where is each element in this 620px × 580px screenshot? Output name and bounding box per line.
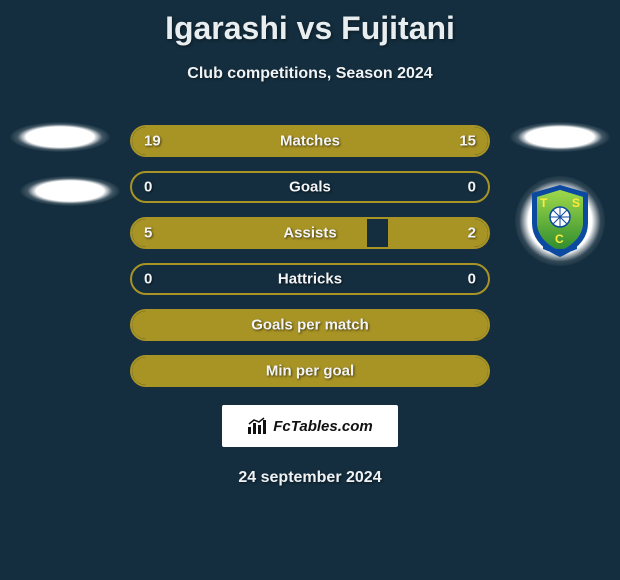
stat-row-goals: 0 Goals 0	[130, 171, 490, 203]
stat-value-right: 0	[468, 179, 476, 196]
stat-label: Min per goal	[132, 363, 488, 380]
page-title: Igarashi vs Fujitani	[0, 0, 620, 47]
stat-row-hattricks: 0 Hattricks 0	[130, 263, 490, 295]
tochigi-sc-crest-icon: T S C	[527, 183, 593, 259]
stat-row-min-per-goal: Min per goal	[130, 355, 490, 387]
svg-text:C: C	[555, 232, 564, 246]
player2-team1-badge-slot	[510, 122, 610, 152]
fctables-branding-link[interactable]: FcTables.com	[222, 405, 398, 447]
date-text: 24 september 2024	[0, 469, 620, 487]
stat-label: Goals per match	[132, 317, 488, 334]
svg-text:T: T	[540, 196, 548, 210]
stat-row-matches: 19 Matches 15	[130, 125, 490, 157]
branding-text: FcTables.com	[273, 418, 372, 435]
player1-team2-badge-slot	[20, 176, 120, 206]
stat-label: Hattricks	[132, 271, 488, 288]
svg-text:S: S	[572, 196, 580, 210]
stat-label: Matches	[132, 133, 488, 150]
stat-value-right: 2	[468, 225, 476, 242]
player2-team2-badge-slot: T S C	[515, 176, 605, 266]
stat-label: Goals	[132, 179, 488, 196]
stat-value-right: 0	[468, 271, 476, 288]
stat-label: Assists	[132, 225, 488, 242]
stats-container: 19 Matches 15 0 Goals 0 5 Assists 2 0 Ha…	[130, 125, 490, 387]
player1-team1-badge-slot	[10, 122, 110, 152]
bar-chart-icon	[247, 417, 269, 435]
subtitle: Club competitions, Season 2024	[0, 65, 620, 83]
stat-value-right: 15	[459, 133, 476, 150]
stat-row-assists: 5 Assists 2	[130, 217, 490, 249]
stat-row-goals-per-match: Goals per match	[130, 309, 490, 341]
